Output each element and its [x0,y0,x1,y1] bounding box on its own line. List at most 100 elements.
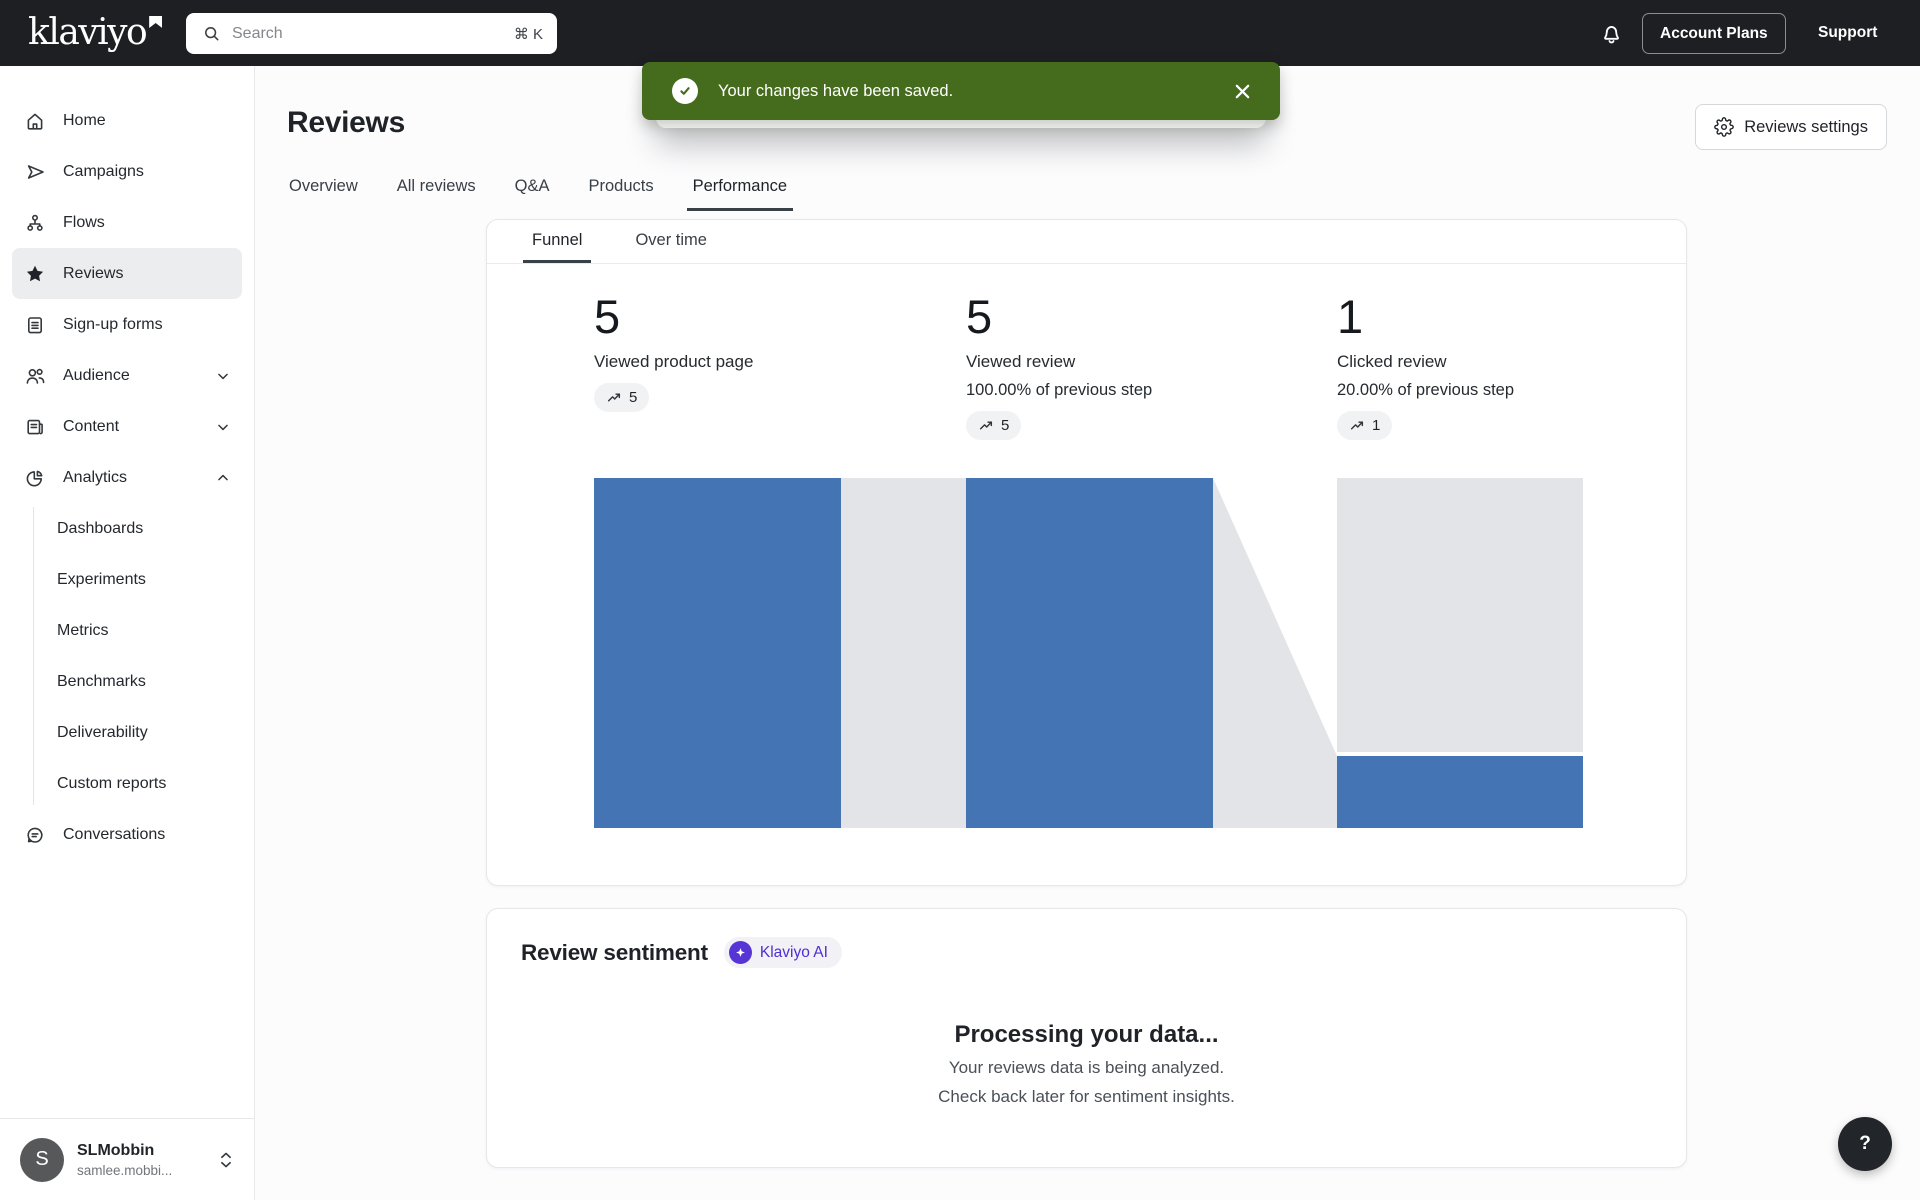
chat-bubble-icon [24,824,46,846]
sidebar-item-conversations[interactable]: Conversations [12,809,242,860]
funnel-step-viewed-review: 5 Viewed review 100.00% of previous step… [966,291,1296,440]
sidebar-item-label: Campaigns [63,162,144,180]
form-icon [24,314,46,336]
sidebar-item-flows[interactable]: Flows [12,197,242,248]
search-icon [200,24,222,43]
success-toast: Your changes have been saved. [642,62,1280,120]
send-icon [24,161,46,183]
review-sentiment-card: Review sentiment Klaviyo AI Processing y… [486,908,1687,1168]
subnav-label: Benchmarks [57,672,146,690]
subnav-label: Dashboards [57,519,144,537]
funnel-bar-track [1337,478,1583,752]
step-value: 5 [594,290,621,343]
tab-qa[interactable]: Q&A [514,177,550,195]
funnel-bar-fill [1337,756,1583,828]
user-email: samlee.mobbi... [77,1162,173,1178]
sparkle-icon [728,941,752,964]
avatar: S [20,1137,64,1182]
analytics-subnav: Dashboards Experiments Metrics Benchmark… [0,503,254,809]
funnel-bar-viewed-review[interactable] [966,478,1213,828]
sidebar-nav: Home Campaigns Flows Reviews [0,66,254,860]
top-bar: klaviyo ⌘ K Account Plans Support [0,0,1920,66]
sentiment-header: Review sentiment Klaviyo AI [521,937,842,968]
trending-up-icon [607,393,621,402]
sidebar-item-label: Content [63,417,120,435]
sidebar-item-analytics[interactable]: Analytics [12,452,242,503]
subnav-label: Metrics [57,621,109,639]
reviews-settings-button[interactable]: Reviews settings [1695,104,1887,150]
processing-line-2: Check back later for sentiment insights. [938,1087,1235,1106]
step-label: Viewed product page [594,351,754,371]
avatar-initial: S [35,1148,49,1170]
funnel-bar-viewed-product-page[interactable] [594,478,841,828]
funnel-step-viewed-product-page: 5 Viewed product page 5 [594,291,924,412]
star-icon [24,263,46,285]
funnel-step-clicked-review: 1 Clicked review 20.00% of previous step… [1337,291,1667,440]
step-trend-value: 5 [1001,416,1010,434]
user-name: SLMobbin [77,1141,155,1159]
step-label: Viewed review [966,351,1076,371]
gear-icon [1714,117,1735,137]
step-trend-badge: 1 [1337,410,1393,440]
expand-icon [216,1149,236,1171]
step-percent: 20.00% of previous step [1337,380,1515,399]
tab-overview[interactable]: Overview [289,177,358,195]
help-button[interactable]: ? [1838,1117,1892,1171]
tab-over-time[interactable]: Over time [635,230,707,249]
sidebar-item-metrics[interactable]: Metrics [0,605,254,656]
account-switcher[interactable]: S SLMobbin samlee.mobbi... [0,1118,254,1200]
klaviyo-logo[interactable]: klaviyo [28,10,163,56]
chevron-up-icon [214,469,232,487]
sidebar-item-dashboards[interactable]: Dashboards [0,503,254,554]
sidebar-item-label: Home [63,111,106,129]
step-percent: 100.00% of previous step [966,380,1153,399]
funnel-bar-clicked-review[interactable] [1337,478,1583,828]
sidebar-item-campaigns[interactable]: Campaigns [12,146,242,197]
bell-icon [1603,25,1619,43]
sidebar-item-label: Flows [63,213,105,231]
search-input[interactable] [232,24,504,43]
sidebar-item-home[interactable]: Home [12,95,242,146]
user-meta: SLMobbin samlee.mobbi... [77,1142,172,1178]
processing-title: Processing your data... [954,1021,1219,1048]
sidebar-item-benchmarks[interactable]: Benchmarks [0,656,254,707]
tab-products[interactable]: Products [588,177,654,195]
support-link[interactable]: Support [1818,24,1878,41]
funnel-chart [594,478,1583,828]
account-plans-button[interactable]: Account Plans [1642,13,1786,54]
sidebar-item-audience[interactable]: Audience [12,350,242,401]
sidebar-item-reviews[interactable]: Reviews [12,248,242,299]
chevron-down-icon [214,367,232,385]
home-icon [24,110,46,132]
search-shortcut: ⌘ K [513,25,543,43]
funnel-card: Funnel Over time 5 Viewed product page 5… [486,219,1687,886]
chevron-down-icon [214,418,232,436]
analytics-pie-icon [24,467,46,489]
trending-up-icon [1350,421,1364,430]
trending-up-icon [979,421,993,430]
sentiment-title: Review sentiment [521,939,708,965]
funnel-stats: 5 Viewed product page 5 5 Viewed review … [594,291,1583,478]
klaviyo-ai-label: Klaviyo AI [759,943,828,961]
sidebar-item-experiments[interactable]: Experiments [0,554,254,605]
sidebar-item-deliverability[interactable]: Deliverability [0,707,254,758]
tab-all-reviews[interactable]: All reviews [396,177,476,195]
subnav-label: Deliverability [57,723,148,741]
funnel-card-tabs: Funnel Over time [487,220,1686,264]
sidebar-item-label: Sign-up forms [63,315,163,333]
content-icon [24,416,46,438]
sidebar-item-signup-forms[interactable]: Sign-up forms [12,299,242,350]
tab-funnel[interactable]: Funnel [523,220,592,263]
flow-icon [24,212,46,234]
help-label: ? [1859,1133,1871,1154]
toast-close-icon[interactable] [1230,79,1254,103]
tab-performance[interactable]: Performance [686,165,794,211]
step-value: 1 [1337,290,1364,343]
sidebar-item-custom-reports[interactable]: Custom reports [0,758,254,809]
notifications-button[interactable] [1592,14,1630,52]
search-bar[interactable]: ⌘ K [186,13,557,54]
funnel-connector-1 [841,478,966,828]
sidebar-item-label: Reviews [63,264,124,282]
sidebar-item-content[interactable]: Content [12,401,242,452]
